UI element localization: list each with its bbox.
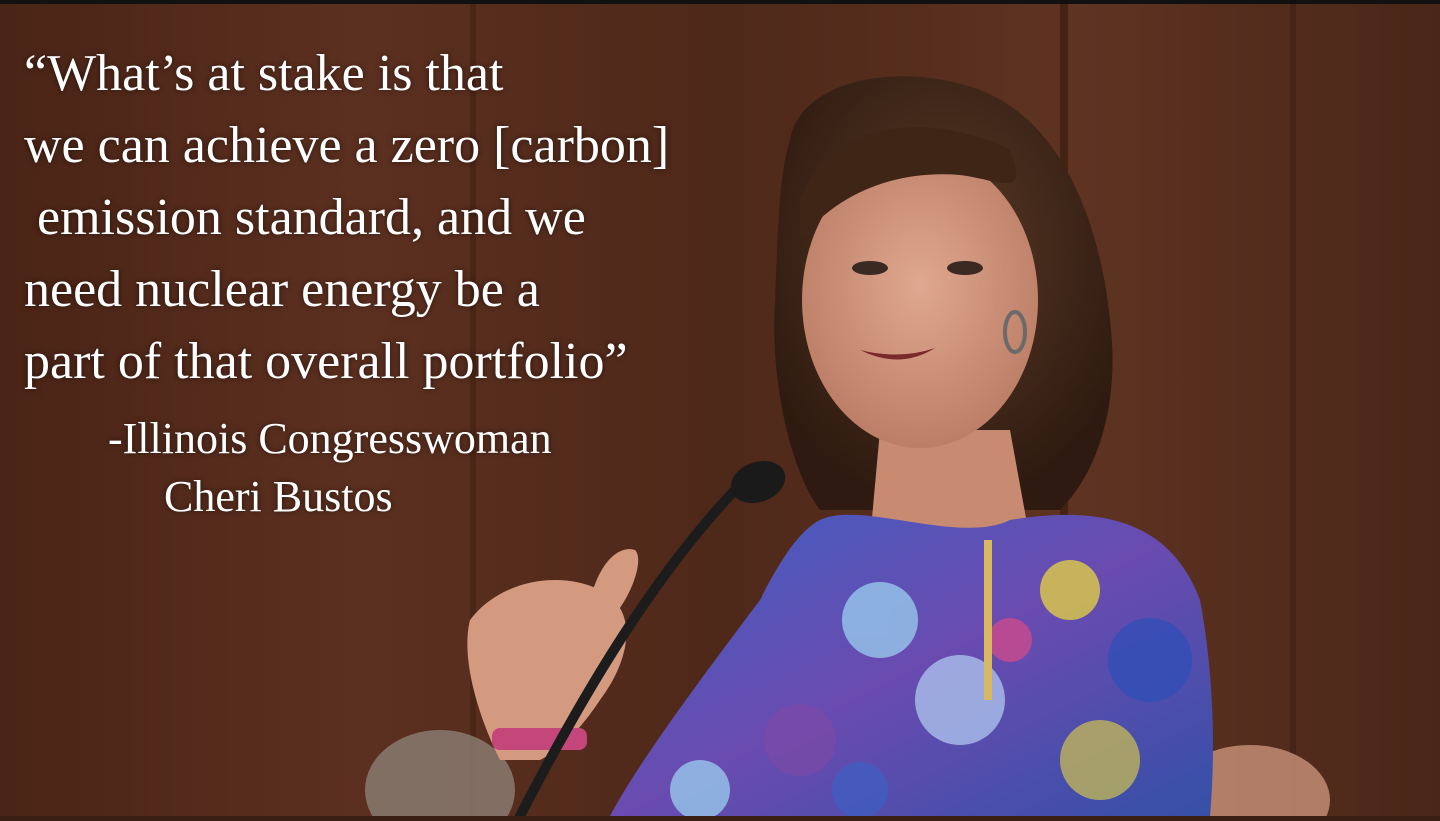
wood-panel-seam	[1290, 0, 1296, 816]
thumb	[590, 549, 639, 620]
neck	[870, 430, 1030, 540]
arm	[467, 580, 627, 760]
wood-panel-seam	[470, 0, 476, 816]
quote-line: need nuclear energy be a	[24, 261, 540, 318]
microphone-stem	[515, 485, 740, 821]
mouth	[860, 348, 935, 360]
audience-head	[365, 730, 515, 821]
attribution-title: -Illinois Congresswoman	[108, 414, 552, 463]
microphone-head	[730, 460, 786, 504]
quote-line: we can achieve a zero [carbon]	[24, 117, 670, 174]
quote-line: emission standard, and we	[24, 189, 586, 246]
wristband	[492, 728, 587, 750]
attribution-name: Cheri Bustos	[164, 472, 393, 521]
hair-bangs	[800, 127, 1017, 240]
earring	[1003, 310, 1027, 354]
quote-line: “What’s at stake is that	[24, 45, 504, 102]
quote-line: part of that overall portfolio”	[24, 333, 628, 390]
quote-text: “What’s at stake is that we can achieve …	[24, 38, 669, 398]
face	[802, 152, 1038, 448]
eye	[947, 261, 983, 275]
dress-pattern	[670, 560, 1192, 820]
attribution: -Illinois Congresswoman Cheri Bustos	[108, 410, 552, 526]
eye	[852, 261, 888, 275]
dress-zipper	[984, 540, 992, 700]
top-border	[0, 0, 1440, 4]
